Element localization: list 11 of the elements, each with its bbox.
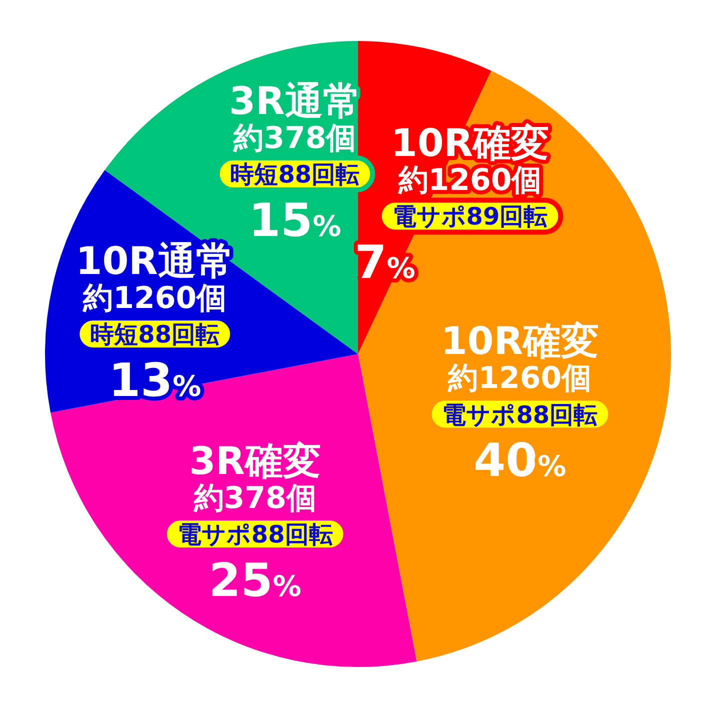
- slice-note: 約1260個: [448, 361, 592, 396]
- category-label: 3R通常: [229, 78, 361, 123]
- data-label: 15%: [248, 192, 342, 247]
- slice-note: 約378個: [194, 481, 316, 516]
- data-label: 40%: [474, 433, 566, 488]
- category-label: 3R確変: [189, 439, 321, 483]
- category-label: 10R確変: [440, 319, 600, 364]
- data-label: 25%: [208, 553, 302, 607]
- slice-note: 約1260個: [83, 281, 227, 316]
- slice-note: 約378個: [234, 120, 356, 156]
- category-label: 10R通常: [76, 239, 234, 283]
